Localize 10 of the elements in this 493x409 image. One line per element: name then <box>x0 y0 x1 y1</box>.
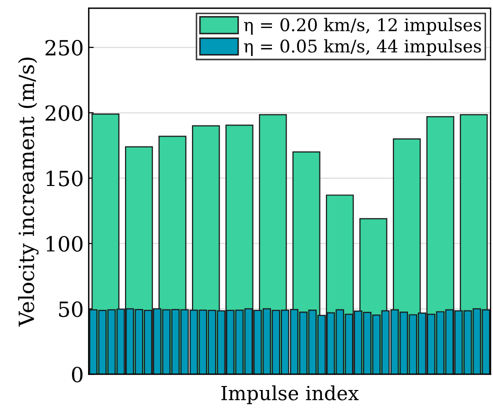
y-tick-label: 0 <box>72 366 82 382</box>
y-tick-label: 250 <box>46 40 82 56</box>
y-tick-label: 50 <box>59 301 82 318</box>
y-tick-label: 150 <box>46 170 82 186</box>
y-tick-label: 100 <box>46 236 82 252</box>
y-tick-label: 200 <box>46 105 82 121</box>
legend-label: η = 0.20 km/s, 12 impulses <box>244 18 481 35</box>
legend-label: η = 0.05 km/s, 44 impulses <box>244 39 481 56</box>
y-axis-title: Velocity increament (m/s) <box>18 58 39 327</box>
x-axis-title: Impulse index <box>221 385 359 404</box>
